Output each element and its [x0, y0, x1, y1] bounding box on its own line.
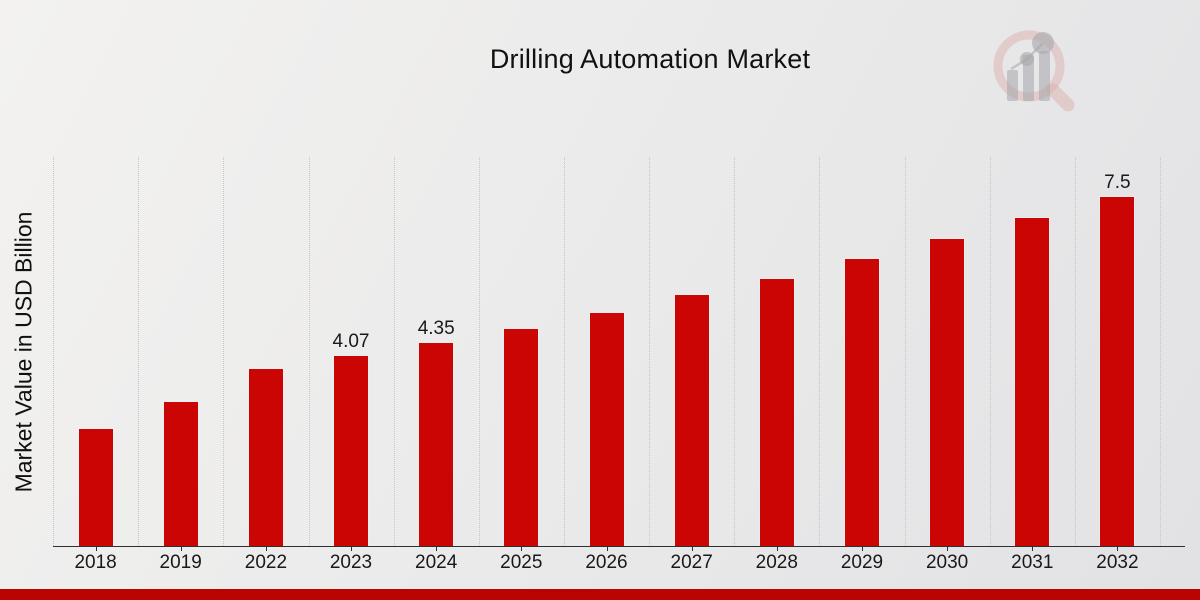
gridline	[904, 157, 906, 546]
gridline	[734, 157, 736, 546]
gridline	[138, 157, 140, 546]
x-tick-mark	[1032, 547, 1034, 551]
bar-2032	[1100, 196, 1135, 546]
x-tick-label-2025: 2025	[500, 552, 543, 573]
bar-2030	[930, 239, 965, 546]
bar-2019	[163, 401, 198, 546]
gridline	[223, 157, 225, 546]
gridline	[649, 157, 651, 546]
x-tick-mark	[776, 547, 778, 551]
x-tick-label-2019: 2019	[159, 552, 202, 573]
bar-2029	[845, 259, 879, 546]
gridline	[1160, 157, 1161, 546]
gridline	[393, 157, 395, 546]
x-tick-mark	[862, 547, 863, 551]
x-tick-label-2030: 2030	[925, 552, 969, 573]
x-tick-mark	[265, 547, 267, 551]
chart-title: Drilling Automation Market	[489, 44, 811, 74]
bar-2023	[334, 356, 368, 546]
x-tick-mark	[1117, 547, 1119, 551]
bar-2031	[1015, 217, 1050, 546]
gridline	[478, 157, 480, 546]
bar-2024	[419, 343, 454, 546]
gridline	[563, 157, 565, 546]
gridline	[989, 157, 991, 546]
x-tick-mark	[606, 547, 608, 551]
x-tick-mark	[436, 547, 438, 551]
gridline	[53, 157, 54, 546]
x-tick-label-2024: 2024	[415, 552, 458, 573]
x-axis-line	[53, 546, 1185, 547]
bar-2025	[504, 328, 539, 546]
x-tick-label-2029: 2029	[840, 552, 884, 573]
x-tick-mark	[351, 547, 352, 551]
bar-2018	[78, 428, 113, 546]
x-tick-label-2018: 2018	[74, 552, 117, 573]
gridline	[1074, 157, 1076, 546]
gridline	[308, 157, 310, 546]
plot-area: 4.07 4.35 7.5	[53, 157, 1161, 546]
x-tick-label-2023: 2023	[329, 552, 373, 573]
x-tick-mark	[180, 547, 182, 551]
bar-2026	[589, 312, 624, 546]
y-axis-label: Market Value in USD Billion	[10, 211, 37, 493]
x-tick-label-2031: 2031	[1011, 552, 1054, 573]
x-tick-mark	[521, 547, 523, 551]
x-tick-label-2026: 2026	[585, 552, 628, 573]
x-tick-mark	[947, 547, 949, 551]
x-tick-label-2028: 2028	[755, 552, 798, 573]
bar-value-label-2023: 4.07	[332, 331, 370, 353]
bar-2028	[759, 278, 794, 546]
magnifier-bar-chart-logo-icon	[993, 30, 1075, 112]
bar-2027	[674, 295, 709, 546]
x-tick-mark	[691, 547, 693, 551]
bar-value-label-2024: 4.35	[417, 318, 455, 340]
bar-2022	[248, 368, 283, 546]
x-tick-label-2032: 2032	[1096, 552, 1139, 573]
x-tick-label-2022: 2022	[244, 552, 288, 573]
bar-value-label-2032: 7.5	[1104, 171, 1131, 193]
gridline	[819, 157, 821, 546]
footer-red-band	[0, 589, 1200, 600]
x-tick-mark	[95, 547, 97, 551]
x-tick-label-2027: 2027	[670, 552, 713, 573]
